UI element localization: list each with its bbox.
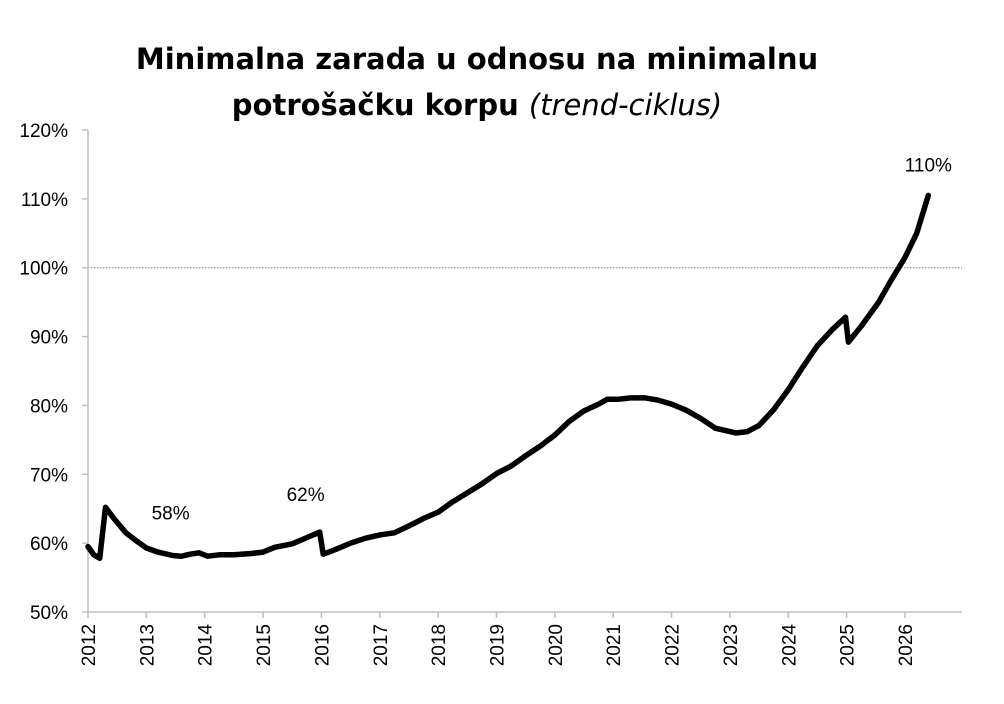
x-tick-label: 2018 xyxy=(429,624,450,666)
x-tick-label: 2021 xyxy=(604,624,625,666)
annotation-layer: 58% 62% 110% xyxy=(152,155,952,524)
x-tick-labels: 2012 2013 2014 2015 2016 2017 2018 2019 2020 2021… xyxy=(79,624,917,667)
x-tick-label: 2015 xyxy=(254,624,275,666)
y-tick-label: 70% xyxy=(30,465,68,486)
y-tick-label: 60% xyxy=(30,534,68,555)
y-tick-label: 120% xyxy=(19,121,68,142)
x-tick-label: 2014 xyxy=(196,624,217,667)
x-tick-label: 2013 xyxy=(137,624,158,666)
annotation-label: 110% xyxy=(905,155,952,176)
chart-title: Minimalna zarada u odnosu na minimalnu p… xyxy=(0,36,954,128)
chart-title-line2-main: potrošačku korpu xyxy=(231,88,519,122)
annotation-label: 62% xyxy=(287,485,325,506)
axis-layer xyxy=(82,129,962,618)
x-tick-label: 2024 xyxy=(779,624,800,667)
x-tick-label: 2012 xyxy=(79,624,100,666)
chart-title-subtitle: (trend-ciklus) xyxy=(528,88,723,122)
series-layer xyxy=(85,192,932,562)
x-tick-label: 2025 xyxy=(838,624,859,666)
chart-title-line1: Minimalna zarada u odnosu na minimalnu xyxy=(135,42,819,76)
x-tick-label: 2016 xyxy=(312,624,333,666)
x-tick-label: 2026 xyxy=(896,624,917,666)
x-tick-label: 2020 xyxy=(546,624,567,666)
chart-title-line2: potrošačku korpu (trend-ciklus) xyxy=(0,82,954,128)
y-tick-label: 110% xyxy=(21,190,68,211)
y-tick-label: 90% xyxy=(30,328,68,349)
y-tick-label: 50% xyxy=(30,603,68,624)
y-tick-labels: 50% 60% 70% 80% 90% 100% 110% 120% xyxy=(19,121,68,624)
x-tick-label: 2017 xyxy=(371,624,392,666)
x-tick-label: 2023 xyxy=(721,624,742,666)
annotation-label: 58% xyxy=(152,504,190,525)
y-tick-label: 100% xyxy=(19,259,68,280)
x-tick-label: 2022 xyxy=(663,624,684,666)
y-tick-label: 80% xyxy=(30,396,68,417)
x-tick-label: 2019 xyxy=(488,624,509,666)
series-line xyxy=(85,192,932,562)
